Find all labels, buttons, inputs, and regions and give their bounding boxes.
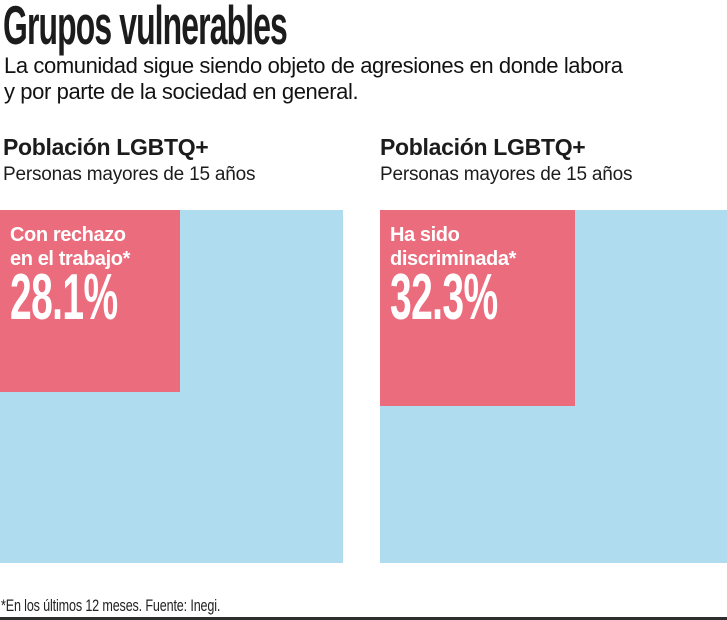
panel-title-left: Población LGBTQ+: [3, 134, 209, 160]
bottom-divider: [0, 617, 727, 620]
subtitle-line-1: La comunidad sigue siendo objeto de agre…: [4, 53, 623, 78]
reference-square-right: Ha sido discriminada* 32.3%: [380, 210, 727, 563]
value-percent-left-text: 28.1%: [10, 260, 118, 333]
value-label-line-2: discriminada*: [390, 248, 516, 270]
value-square-discriminada: Ha sido discriminada* 32.3%: [380, 210, 575, 406]
value-label-line-1: Ha sido: [390, 224, 460, 246]
value-label-line-1: Con rechazo: [10, 224, 126, 246]
value-square-rechazo-trabajo: Con rechazo en el trabajo* 28.1%: [0, 210, 180, 392]
subtitle-line-2: y por parte de la sociedad en general.: [4, 79, 359, 104]
page-title-text: Grupos vulnerables: [3, 0, 288, 56]
panel-title-right: Población LGBTQ+: [380, 134, 586, 160]
page-title: Grupos vulnerables: [3, 0, 493, 56]
reference-square-left: Con rechazo en el trabajo* 28.1%: [0, 210, 343, 563]
value-percent-left: 28.1%: [10, 260, 174, 333]
source-footnote-text: *En los últimos 12 meses. Fuente: Inegi.: [1, 596, 221, 615]
value-label-line-2: en el trabajo*: [10, 248, 130, 270]
panel-header-right: Población LGBTQ+ Personas mayores de 15 …: [380, 134, 633, 186]
panel-header-left: Población LGBTQ+ Personas mayores de 15 …: [3, 134, 256, 186]
value-percent-right-text: 32.3%: [390, 260, 498, 333]
source-footnote: *En los últimos 12 meses. Fuente: Inegi.: [1, 596, 297, 616]
panel-subtitle-right: Personas mayores de 15 años: [380, 164, 633, 185]
value-percent-right: 32.3%: [390, 260, 569, 333]
panel-subtitle-left: Personas mayores de 15 años: [3, 164, 256, 185]
page-subtitle: La comunidad sigue siendo objeto de agre…: [4, 53, 623, 105]
